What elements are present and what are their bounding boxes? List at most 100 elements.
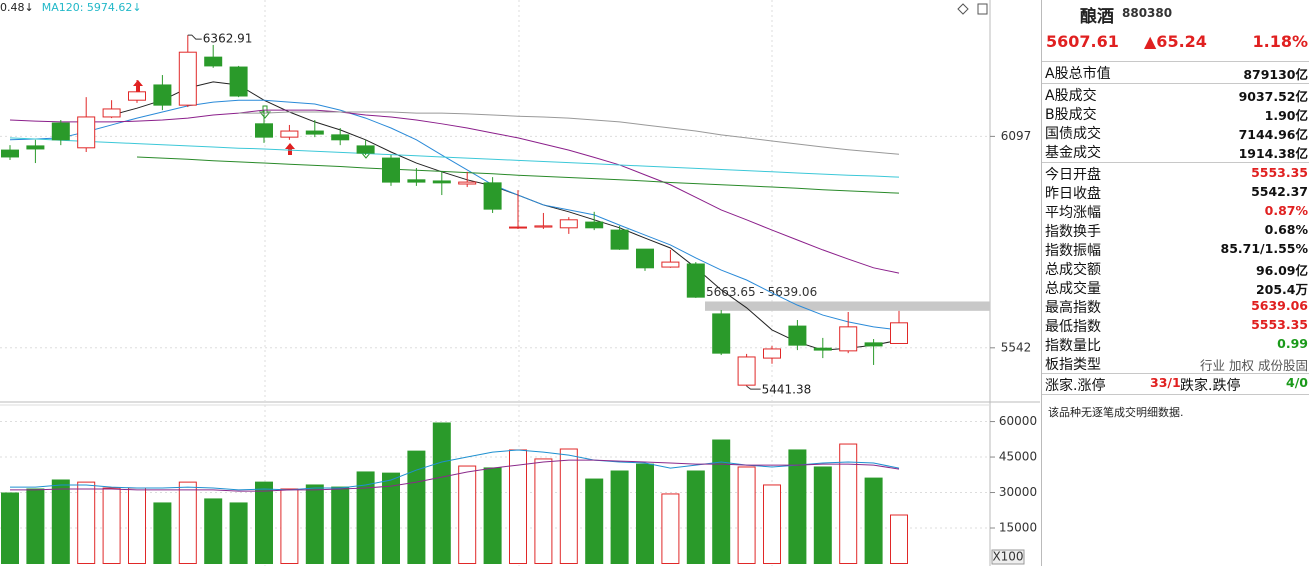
candle-body: [204, 56, 223, 67]
candle-body: [813, 347, 832, 351]
row-value: 4/0: [1286, 375, 1308, 390]
volume-bar: [255, 481, 273, 565]
row-label: 指数量比: [1045, 338, 1101, 354]
volume-bar: [305, 484, 324, 564]
row-value: 5553.35: [1251, 317, 1308, 332]
y-tick-label: 5542: [1001, 340, 1032, 354]
candle-body: [178, 51, 197, 106]
chart: 6097 5542 5663.65 - 5639.06 6362.91 5441.38 0…: [0, 0, 1040, 566]
volume-bar: [204, 498, 223, 565]
candle-body: [763, 348, 781, 359]
volume-bar: [1, 492, 19, 565]
candle-body: [102, 108, 121, 118]
candle-body: [1, 149, 19, 158]
candle-body: [636, 248, 654, 269]
volume-bar: [26, 488, 45, 565]
line: [9, 99, 900, 331]
icon-diamond[interactable]: [957, 3, 969, 15]
volume-bar: [585, 478, 604, 565]
row-value: 5553.35: [1251, 165, 1308, 180]
y-tick-label: 30000: [999, 485, 1037, 499]
volume-bar: [77, 481, 96, 565]
candle-body: [610, 229, 629, 250]
row-label: 跌家.跌停: [1180, 378, 1241, 394]
row-label: 最高指数: [1045, 300, 1101, 316]
change: ▲65.24: [1144, 32, 1207, 51]
volume-bar: [51, 479, 70, 564]
row-value: 879130亿: [1243, 67, 1308, 82]
volume-bar: [153, 502, 172, 565]
row-label: 昨日收盘: [1045, 186, 1101, 202]
candle-body: [661, 261, 680, 268]
candle-body: [382, 157, 400, 183]
candle-body: [229, 66, 248, 97]
legend-text: MA120: 5974.62↓: [42, 1, 142, 14]
row-label: 基金成交: [1045, 145, 1101, 161]
volume-bar: [788, 449, 807, 564]
candle-body: [559, 219, 578, 229]
change-pct: 1.18%: [1252, 32, 1308, 51]
row-value: 0.99: [1277, 336, 1308, 351]
signal-up: [285, 143, 295, 155]
volume-bar: [280, 488, 299, 565]
volume-bar: [890, 514, 908, 564]
volume-bar: [864, 477, 883, 564]
row-value: 行业 加权 成份股固: [1200, 358, 1308, 373]
candle-body: [864, 342, 883, 347]
candle-body: [585, 221, 604, 229]
candle-body: [712, 313, 731, 354]
volume-bar: [636, 463, 654, 564]
line: [238, 111, 900, 155]
row-value: 7144.96亿: [1238, 127, 1308, 142]
candle-body: [255, 123, 273, 138]
signal-up: [133, 80, 143, 92]
candle-body: [737, 356, 756, 386]
row-label: 今日开盘: [1045, 167, 1101, 183]
range-band: [705, 301, 990, 311]
volume-bar: [559, 448, 578, 564]
separator: [1042, 162, 1309, 163]
y-tick-label: 6097: [1001, 129, 1032, 143]
separator: [1042, 61, 1309, 62]
candle-body: [77, 116, 96, 149]
volume-bar: [686, 470, 705, 564]
volume-bar: [102, 487, 121, 564]
volume-bar: [407, 450, 426, 564]
volume-bar: [813, 466, 832, 564]
y-tick-label: 15000: [999, 521, 1037, 535]
volume-bar: [356, 471, 375, 565]
volume-bar: [178, 481, 197, 565]
row-label: 总成交额: [1045, 262, 1101, 278]
row-label: 总成交量: [1045, 281, 1101, 297]
candle-body: [788, 325, 807, 346]
row-value: 0.87%: [1264, 203, 1308, 218]
signal-down: [258, 105, 272, 119]
candle-body: [128, 91, 146, 101]
candle-body: [153, 84, 172, 106]
row-label: 平均涨幅: [1045, 205, 1101, 221]
candle-body: [51, 122, 70, 141]
y-tick-label: 45000: [999, 450, 1037, 464]
candle-body: [305, 130, 324, 135]
volume-bar: [839, 443, 858, 564]
info-panel: 酿酒 880380 5607.61 ▲65.24 1.18% A股总市值 879130亿 A股…: [1041, 0, 1309, 566]
line: [10, 459, 900, 492]
volume-bar: [534, 458, 553, 564]
row-label: 指数振幅: [1045, 243, 1101, 259]
price: 5607.61: [1046, 32, 1119, 51]
candle-body: [839, 326, 858, 352]
icon-window[interactable]: [977, 3, 988, 15]
volume-bar: [229, 502, 248, 565]
separator: [1042, 373, 1309, 374]
candle-body: [890, 322, 908, 344]
annot-pointer: [187, 34, 202, 40]
row-label: A股成交: [1045, 88, 1097, 104]
volume-bar: [458, 465, 477, 565]
row-value: 33/1: [1150, 375, 1181, 390]
row-value: 205.4万: [1255, 282, 1308, 297]
y-tick-label: 60000: [999, 414, 1037, 428]
candle-body: [432, 180, 451, 184]
row-value: 96.09亿: [1255, 263, 1308, 278]
note: 该品种无逐笔成交明细数据.: [1048, 406, 1184, 419]
line: [9, 137, 900, 178]
